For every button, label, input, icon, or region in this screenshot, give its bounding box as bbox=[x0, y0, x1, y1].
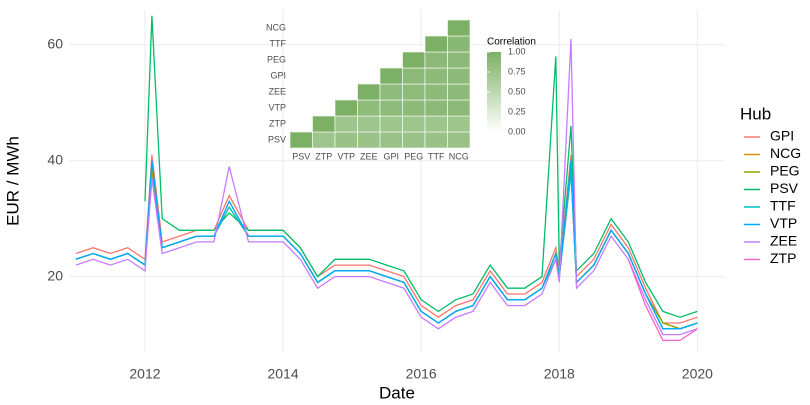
series-line bbox=[75, 38, 698, 336]
colorbar bbox=[487, 52, 501, 132]
heatmap-cell bbox=[424, 51, 448, 69]
y-tick-label: 60 bbox=[47, 35, 63, 51]
heatmap-x-label: PSV bbox=[292, 151, 310, 161]
heatmap-cell bbox=[402, 83, 426, 101]
heatmap-cell bbox=[334, 99, 358, 117]
series-line bbox=[75, 160, 698, 330]
heatmap-cell bbox=[447, 131, 471, 149]
heatmap-cell bbox=[447, 83, 471, 101]
heatmap-y-label: TTF bbox=[270, 38, 287, 48]
heatmap-x-label: ZTP bbox=[315, 151, 332, 161]
y-tick-label: 40 bbox=[47, 151, 63, 167]
colorbar-title: Correlation bbox=[487, 37, 536, 48]
heatmap-y-label: VTP bbox=[268, 102, 286, 112]
heatmap-cell bbox=[424, 83, 448, 101]
heatmap-y-label: NCG bbox=[266, 22, 286, 32]
colorbar-label: 1.00 bbox=[508, 46, 526, 56]
x-tick-label: 2012 bbox=[129, 366, 160, 382]
heatmap-cell bbox=[447, 115, 471, 133]
heatmap-cell bbox=[334, 115, 358, 133]
colorbar-label: 0.00 bbox=[508, 126, 526, 136]
heatmap-cell bbox=[447, 99, 471, 117]
heatmap-cell bbox=[447, 67, 471, 85]
heatmap-cell bbox=[379, 115, 403, 133]
heatmap-x-label: NCG bbox=[449, 151, 469, 161]
legend-label: ZTP bbox=[770, 250, 796, 266]
x-tick-label: 2020 bbox=[682, 366, 713, 382]
legend-label: VTP bbox=[770, 215, 797, 231]
heatmap-y-label: ZEE bbox=[268, 86, 286, 96]
series-line bbox=[75, 166, 698, 330]
heatmap-y-label: ZTP bbox=[269, 118, 286, 128]
legend-label: PSV bbox=[770, 180, 799, 196]
heatmap-cell bbox=[334, 131, 358, 149]
heatmap-y-label: GPI bbox=[270, 70, 286, 80]
heatmap-cell bbox=[379, 67, 403, 85]
heatmap-cell bbox=[424, 131, 448, 149]
heatmap-cell bbox=[447, 51, 471, 69]
heatmap-x-label: VTP bbox=[337, 151, 355, 161]
heatmap-cell bbox=[312, 131, 336, 149]
legend-label: TTF bbox=[770, 198, 796, 214]
x-axis-title: Date bbox=[379, 383, 415, 402]
heatmap-cell bbox=[402, 67, 426, 85]
heatmap-y-label: PSV bbox=[268, 134, 286, 144]
y-tick-label: 20 bbox=[47, 267, 63, 283]
heatmap-cell bbox=[357, 99, 381, 117]
legend-label: ZEE bbox=[770, 233, 797, 249]
y-axis-title: EUR / MWh bbox=[3, 136, 22, 226]
inset: PSV PSV ZTP ZTP VTP VTP ZEE ZEE GPI GPI PEG PEG TTF T… bbox=[266, 19, 536, 161]
series-line bbox=[75, 154, 698, 324]
lines bbox=[75, 15, 698, 342]
heatmap-cell bbox=[402, 131, 426, 149]
x-tick-label: 2014 bbox=[267, 366, 298, 382]
colorbar-label: 0.75 bbox=[508, 66, 526, 76]
colorbar-label: 0.25 bbox=[508, 106, 526, 116]
heatmap-cell bbox=[379, 83, 403, 101]
heatmap-cell bbox=[357, 131, 381, 149]
heatmap-cell bbox=[424, 99, 448, 117]
heatmap-cell bbox=[447, 19, 471, 37]
heatmap-cell bbox=[447, 35, 471, 53]
heatmap-x-label: GPI bbox=[383, 151, 399, 161]
series-line bbox=[144, 15, 698, 318]
heatmap-cell bbox=[379, 131, 403, 149]
heatmap-cell bbox=[357, 115, 381, 133]
heatmap-cell bbox=[424, 67, 448, 85]
heatmap-cell bbox=[357, 83, 381, 101]
heatmap-cell bbox=[402, 51, 426, 69]
heatmap-cell bbox=[402, 99, 426, 117]
heatmap-cell bbox=[379, 99, 403, 117]
heatmap-cell bbox=[312, 115, 336, 133]
heatmap-y-label: PEG bbox=[267, 54, 286, 64]
heatmap-cell bbox=[424, 35, 448, 53]
x-tick-label: 2018 bbox=[544, 366, 575, 382]
legend-title: Hub bbox=[740, 104, 771, 123]
legend-label: NCG bbox=[770, 145, 801, 161]
colorbar-label: 0.50 bbox=[508, 86, 526, 96]
legend-label: GPI bbox=[770, 128, 794, 144]
heatmap-x-label: ZEE bbox=[360, 151, 378, 161]
heatmap-x-label: TTF bbox=[428, 151, 445, 161]
heatmap-cell bbox=[289, 131, 313, 149]
heatmap-cell bbox=[424, 115, 448, 133]
x-tick-label: 2016 bbox=[406, 366, 437, 382]
series-line bbox=[627, 259, 698, 342]
heatmap-x-label: PEG bbox=[404, 151, 423, 161]
heatmap-cell bbox=[402, 115, 426, 133]
legend-label: PEG bbox=[770, 163, 800, 179]
